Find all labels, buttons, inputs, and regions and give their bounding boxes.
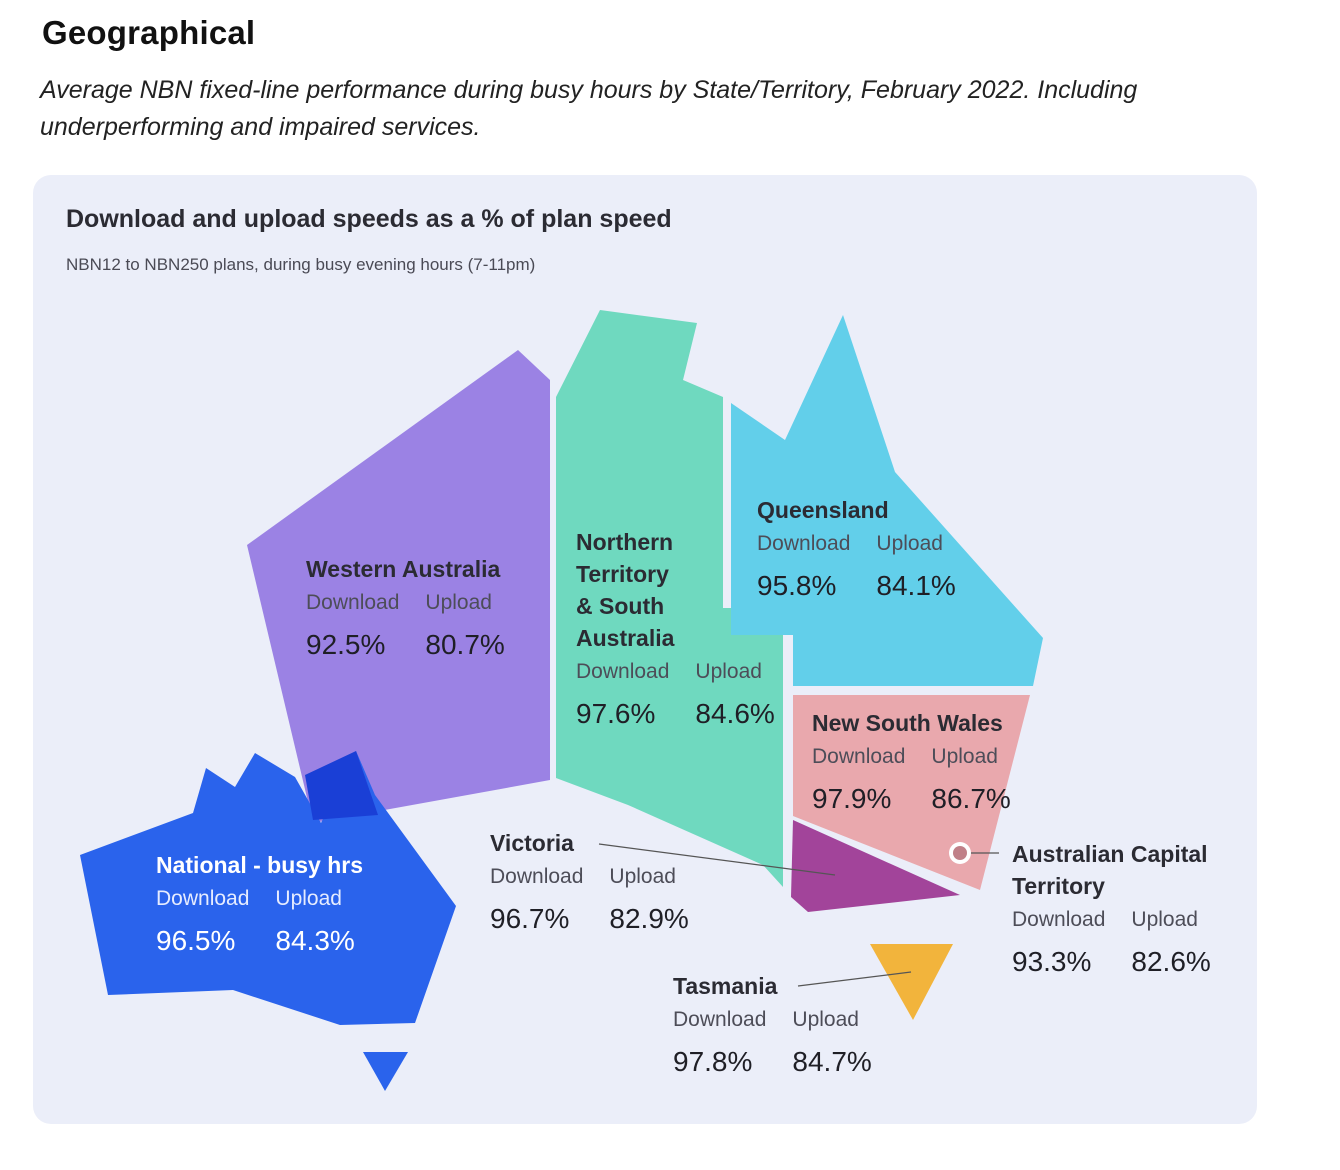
region-victoria	[791, 820, 960, 912]
download-header: Download	[812, 745, 906, 768]
region-name: Victoria	[490, 830, 574, 856]
australia-map	[80, 310, 1043, 1091]
region-name-line: Northern	[576, 529, 674, 555]
national-wa-overlap	[305, 751, 378, 820]
region-name: Western Australia	[306, 556, 501, 582]
upload-value: 84.1%	[876, 570, 956, 601]
download-header: Download	[673, 1008, 767, 1031]
act-marker-dot	[953, 846, 967, 860]
download-header: Download	[490, 865, 584, 888]
national-pointer-icon	[363, 1052, 408, 1091]
download-value: 92.5%	[306, 629, 386, 660]
region-queensland	[731, 315, 1043, 686]
label-northern-territory-south-australia: Northern Territory & South Australia Dow…	[576, 526, 775, 732]
upload-value: 82.6%	[1131, 946, 1211, 977]
page-title: Geographical	[42, 14, 256, 51]
upload-header: Upload	[1131, 908, 1198, 931]
label-national: National - busy hrs Download 96.5% Uploa…	[156, 849, 363, 959]
upload-value: 82.9%	[609, 903, 689, 934]
download-header: Download	[757, 532, 851, 555]
tasmania-leader-line	[797, 971, 912, 987]
region-name: New South Wales	[812, 710, 1003, 736]
upload-header: Upload	[425, 591, 492, 614]
region-national	[80, 751, 456, 1025]
label-victoria: Victoria Download 96.7% Upload 82.9%	[490, 827, 689, 937]
download-value: 97.6%	[576, 698, 656, 729]
region-northern-territory-south-australia	[556, 310, 783, 887]
label-western-australia: Western Australia Download 92.5% Upload …	[306, 553, 505, 663]
download-value: 95.8%	[757, 570, 837, 601]
region-name: National - busy hrs	[156, 852, 364, 878]
region-name: Queensland	[757, 497, 889, 523]
upload-header: Upload	[931, 745, 998, 768]
victoria-leader-line	[598, 843, 836, 876]
region-name-line: Territory	[1012, 873, 1105, 899]
download-value: 97.8%	[673, 1046, 753, 1077]
upload-header: Upload	[792, 1008, 859, 1031]
label-queensland: Queensland Download 95.8% Upload 84.1%	[757, 494, 956, 604]
label-tasmania: Tasmania Download 97.8% Upload 84.7%	[673, 970, 872, 1080]
map-card: Download and upload speeds as a % of pla…	[33, 175, 1257, 1124]
upload-value: 84.6%	[695, 698, 775, 729]
region-tasmania	[870, 944, 953, 1020]
download-value: 97.9%	[812, 783, 892, 814]
download-header: Download	[1012, 908, 1106, 931]
page-caption: Average NBN fixed-line performance durin…	[40, 76, 1138, 141]
upload-header: Upload	[609, 865, 676, 888]
region-name-line: Australian Capital	[1012, 841, 1208, 867]
upload-value: 84.3%	[275, 925, 355, 956]
upload-value: 86.7%	[931, 783, 1011, 814]
upload-header: Upload	[876, 532, 943, 555]
download-value: 96.7%	[490, 903, 570, 934]
download-header: Download	[576, 660, 670, 683]
region-name-line: & South	[576, 593, 665, 619]
download-header: Download	[306, 591, 400, 614]
upload-header: Upload	[695, 660, 762, 683]
region-name-line: Australia	[576, 625, 675, 651]
upload-value: 80.7%	[425, 629, 505, 660]
map-subtitle: NBN12 to NBN250 plans, during busy eveni…	[66, 255, 536, 274]
label-australian-capital-territory: Australian Capital Territory Download 93…	[1012, 838, 1211, 980]
upload-header: Upload	[275, 887, 342, 910]
region-name-line: Territory	[576, 561, 669, 587]
map-title: Download and upload speeds as a % of pla…	[66, 205, 672, 233]
download-header: Download	[156, 887, 250, 910]
download-value: 96.5%	[156, 925, 236, 956]
label-new-south-wales: New South Wales Download 97.9% Upload 86…	[812, 707, 1011, 817]
region-western-australia	[247, 350, 550, 823]
download-value: 93.3%	[1012, 946, 1092, 977]
region-new-south-wales	[793, 695, 1030, 890]
upload-value: 84.7%	[792, 1046, 872, 1077]
region-name: Tasmania	[673, 973, 778, 999]
